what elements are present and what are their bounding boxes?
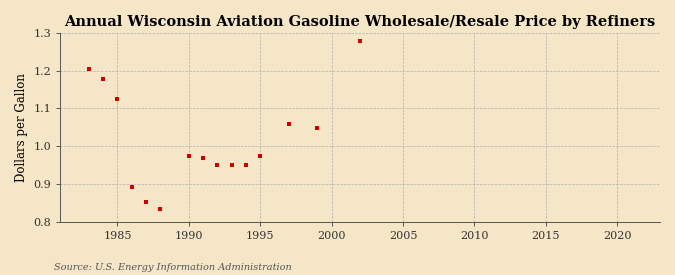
Point [240, 163, 251, 167]
Point [355, 39, 366, 43]
Point [226, 163, 237, 167]
Text: Source: U.S. Energy Information Administration: Source: U.S. Energy Information Administ… [54, 263, 292, 272]
Title: Annual Wisconsin Aviation Gasoline Wholesale/Resale Price by Refiners: Annual Wisconsin Aviation Gasoline Whole… [65, 15, 656, 29]
Point [155, 207, 165, 211]
Point [140, 199, 151, 204]
Y-axis label: Dollars per Gallon: Dollars per Gallon [15, 73, 28, 182]
Point [212, 163, 223, 167]
Point [126, 185, 137, 189]
Point [255, 154, 266, 158]
Point [112, 97, 123, 101]
Point [98, 77, 109, 81]
Point [184, 154, 194, 158]
Point [198, 155, 209, 160]
Point [284, 121, 294, 126]
Point [312, 126, 323, 131]
Point [84, 67, 95, 71]
